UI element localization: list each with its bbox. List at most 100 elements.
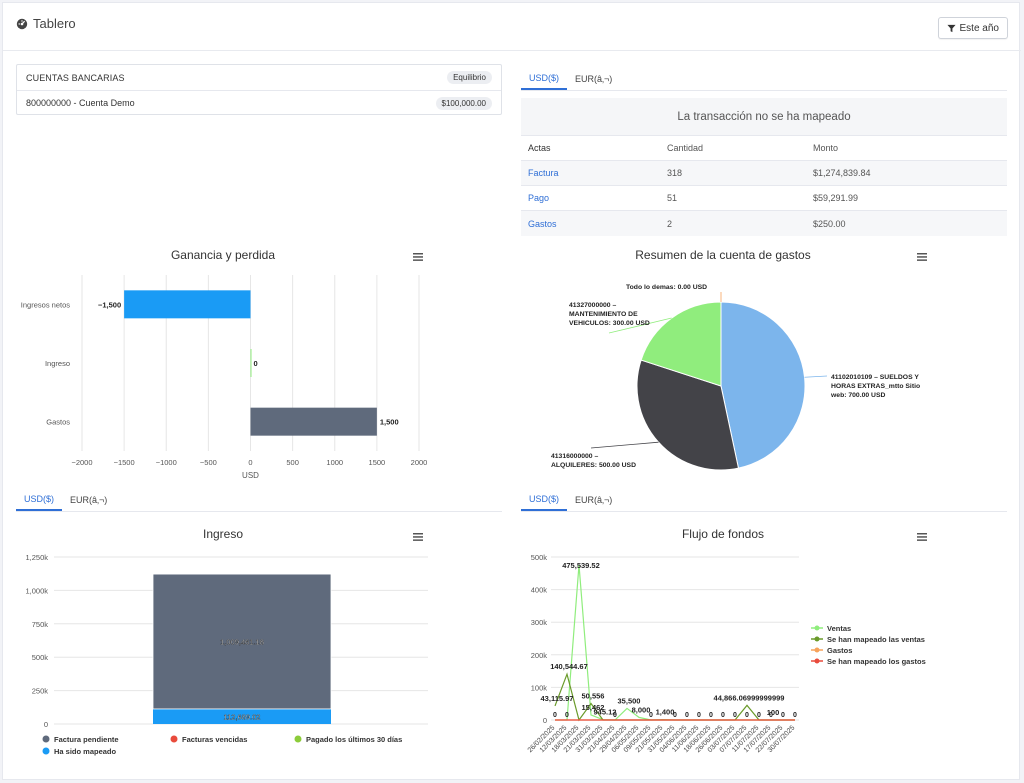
segment-value-label: 112,689.02 bbox=[224, 712, 261, 721]
legend-marker bbox=[814, 647, 820, 653]
col-header-amount: Monto bbox=[813, 143, 839, 153]
pie-slice-label: 41102010109 – SUELDOS Y HORAS EXTRAS_mtto… bbox=[830, 374, 920, 399]
legend-marker bbox=[814, 636, 820, 642]
transactions-body: Actas Cantidad Monto Factura 318 $1,274,… bbox=[521, 136, 1007, 236]
transactions-header-row: Actas Cantidad Monto bbox=[521, 136, 1007, 161]
unmapped-transactions-table: La transacción no se ha mapeado Actas Ca… bbox=[521, 98, 1007, 236]
this-year-filter-button[interactable]: Este año bbox=[937, 17, 1008, 39]
expenses-quantity: 2 bbox=[667, 218, 673, 229]
point-zero-label: 0 bbox=[733, 712, 737, 719]
bar-value-label: −1,500 bbox=[98, 300, 121, 309]
point-zero-label: 0 bbox=[697, 712, 701, 719]
pie-slice-label: 41316000000 – ALQUILERES: 500.00 USD bbox=[551, 453, 636, 469]
income-menu-icon[interactable] bbox=[413, 533, 423, 541]
point-zero-label: 0 bbox=[613, 712, 617, 719]
legend-marker bbox=[294, 735, 302, 743]
legend-label: Gastos bbox=[827, 646, 852, 655]
point-zero-label: 0 bbox=[781, 712, 785, 719]
point-value-label: 475,539.52 bbox=[562, 561, 600, 570]
payment-quantity: 51 bbox=[667, 193, 678, 203]
y-tick-label: 500k bbox=[531, 553, 548, 562]
legend-marker bbox=[170, 735, 178, 743]
expense-summary-pie-chart: 41102010109 – SUELDOS Y HORAS EXTRAS_mtto… bbox=[551, 284, 920, 471]
this-year-filter-label: Este año bbox=[959, 22, 999, 34]
tab-eur-right[interactable]: EUR(â‚¬) bbox=[575, 495, 613, 505]
income-stacked-chart: 0 250k 500k 750k 1,000k 1,250k 1,009,461.18 112… bbox=[25, 553, 428, 756]
bar bbox=[250, 407, 377, 436]
profit-loss-chart: −2000 −1500 −1000 −500 0 500 1000 1500 2000 USD In… bbox=[21, 275, 427, 480]
y-tick-label: 750k bbox=[32, 620, 49, 629]
unmapped-transactions-banner: La transacción no se ha mapeado bbox=[521, 98, 1007, 136]
legend-marker bbox=[814, 625, 820, 631]
category-label: Gastos bbox=[46, 418, 70, 427]
point-zero-label: 0 bbox=[673, 712, 677, 719]
payment-link[interactable]: Pago bbox=[528, 193, 550, 203]
legend-label: Facturas vencidas bbox=[182, 735, 247, 744]
y-tick-label: 1,000k bbox=[25, 586, 48, 595]
pie-slice-label: 41327000000 – MANTENIMIENTO DE VEHICULOS: … bbox=[569, 302, 650, 327]
invoice-quantity: 318 bbox=[667, 168, 683, 178]
point-zero-label: 0 bbox=[757, 712, 761, 719]
x-tick-label: 500 bbox=[286, 458, 299, 467]
tab-usd-left[interactable]: USD($) bbox=[16, 489, 63, 511]
col-header-acts: Actas bbox=[528, 143, 551, 153]
table-row: Gastos 2 $250.00 bbox=[521, 211, 1007, 236]
legend-marker bbox=[814, 658, 820, 664]
tab-usd-right[interactable]: USD($) bbox=[521, 489, 568, 511]
pie-connector bbox=[608, 317, 672, 334]
pie-slice bbox=[636, 359, 740, 471]
category-label: Ingreso bbox=[45, 359, 70, 368]
page-header: Tablero Este año bbox=[3, 3, 1021, 51]
tab-eur-left[interactable]: EUR(â‚¬) bbox=[70, 495, 108, 505]
x-tick-label: −1500 bbox=[114, 458, 135, 467]
cash-flow-menu-icon[interactable] bbox=[917, 533, 927, 541]
stacked-bar-segment bbox=[152, 573, 332, 710]
point-value-label: 43,115.97 bbox=[541, 694, 574, 703]
cash-flow-line-chart: 0100k200k300k400k500k26/02/202512/03/202… bbox=[527, 553, 926, 754]
point-value-label: 945.12 bbox=[594, 708, 617, 717]
expense-summary-chart-title: Resumen de la cuenta de gastos bbox=[635, 248, 811, 262]
pie-connector bbox=[804, 375, 828, 378]
stacked-bar-segment bbox=[153, 708, 331, 724]
currency-tabs-top: USD($) EUR(â‚¬) bbox=[521, 68, 1007, 91]
point-value-label: 140,544.67 bbox=[550, 662, 588, 671]
point-zero-label: 0 bbox=[745, 712, 749, 719]
bank-account-row[interactable]: 800000000 - Cuenta Demo $100,000.00 bbox=[17, 90, 501, 115]
x-tick-label: −500 bbox=[200, 458, 217, 467]
point-zero-label: 0 bbox=[553, 712, 557, 719]
balance-header-badge: Equilibrio bbox=[447, 71, 492, 84]
table-row: Factura 318 $1,274,839.84 bbox=[521, 161, 1007, 186]
y-tick-label: 500k bbox=[32, 653, 49, 662]
point-value-label: 100 bbox=[767, 708, 780, 717]
point-value-label: 44,866.06999999999 bbox=[714, 693, 785, 702]
legend-label: Pagado los últimos 30 días bbox=[306, 735, 402, 744]
tab-eur-top[interactable]: EUR(â‚¬) bbox=[575, 74, 613, 84]
bank-account-balance: $100,000.00 bbox=[435, 96, 492, 110]
point-value-label: 8,000 bbox=[632, 705, 651, 714]
expenses-link[interactable]: Gastos bbox=[528, 218, 557, 229]
filter-icon bbox=[946, 24, 956, 32]
bar-value-label: 0 bbox=[254, 359, 258, 368]
legend-label: Ventas bbox=[827, 624, 851, 633]
segment-value-label: 1,009,461.18 bbox=[220, 638, 264, 647]
pie-slice-label: Todo lo demas: 0.00 USD bbox=[626, 284, 707, 291]
legend-label: Se han mapeado los gastos bbox=[827, 657, 926, 666]
tab-usd-top[interactable]: USD($) bbox=[521, 68, 568, 90]
invoice-link[interactable]: Factura bbox=[528, 168, 559, 178]
bank-accounts-header: CUENTAS BANCARIAS Equilibrio bbox=[17, 65, 501, 90]
y-tick-label: 100k bbox=[531, 683, 548, 692]
point-value-label: 35,500 bbox=[618, 696, 641, 705]
point-zero-label: 0 bbox=[565, 712, 569, 719]
bar-value-label: 1,500 bbox=[380, 418, 399, 427]
pie-slice bbox=[720, 301, 806, 469]
x-tick-label: 1500 bbox=[369, 458, 386, 467]
y-tick-label: 0 bbox=[543, 716, 547, 725]
expense-summary-menu-icon[interactable] bbox=[917, 253, 927, 261]
legend-label: Ha sido mapeado bbox=[54, 747, 117, 756]
col-header-quantity: Cantidad bbox=[667, 143, 704, 153]
profit-loss-menu-icon[interactable] bbox=[413, 253, 423, 261]
point-zero-label: 0 bbox=[793, 712, 797, 719]
expenses-amount: $250.00 bbox=[813, 218, 846, 229]
bank-accounts-heading: CUENTAS BANCARIAS bbox=[26, 72, 125, 83]
